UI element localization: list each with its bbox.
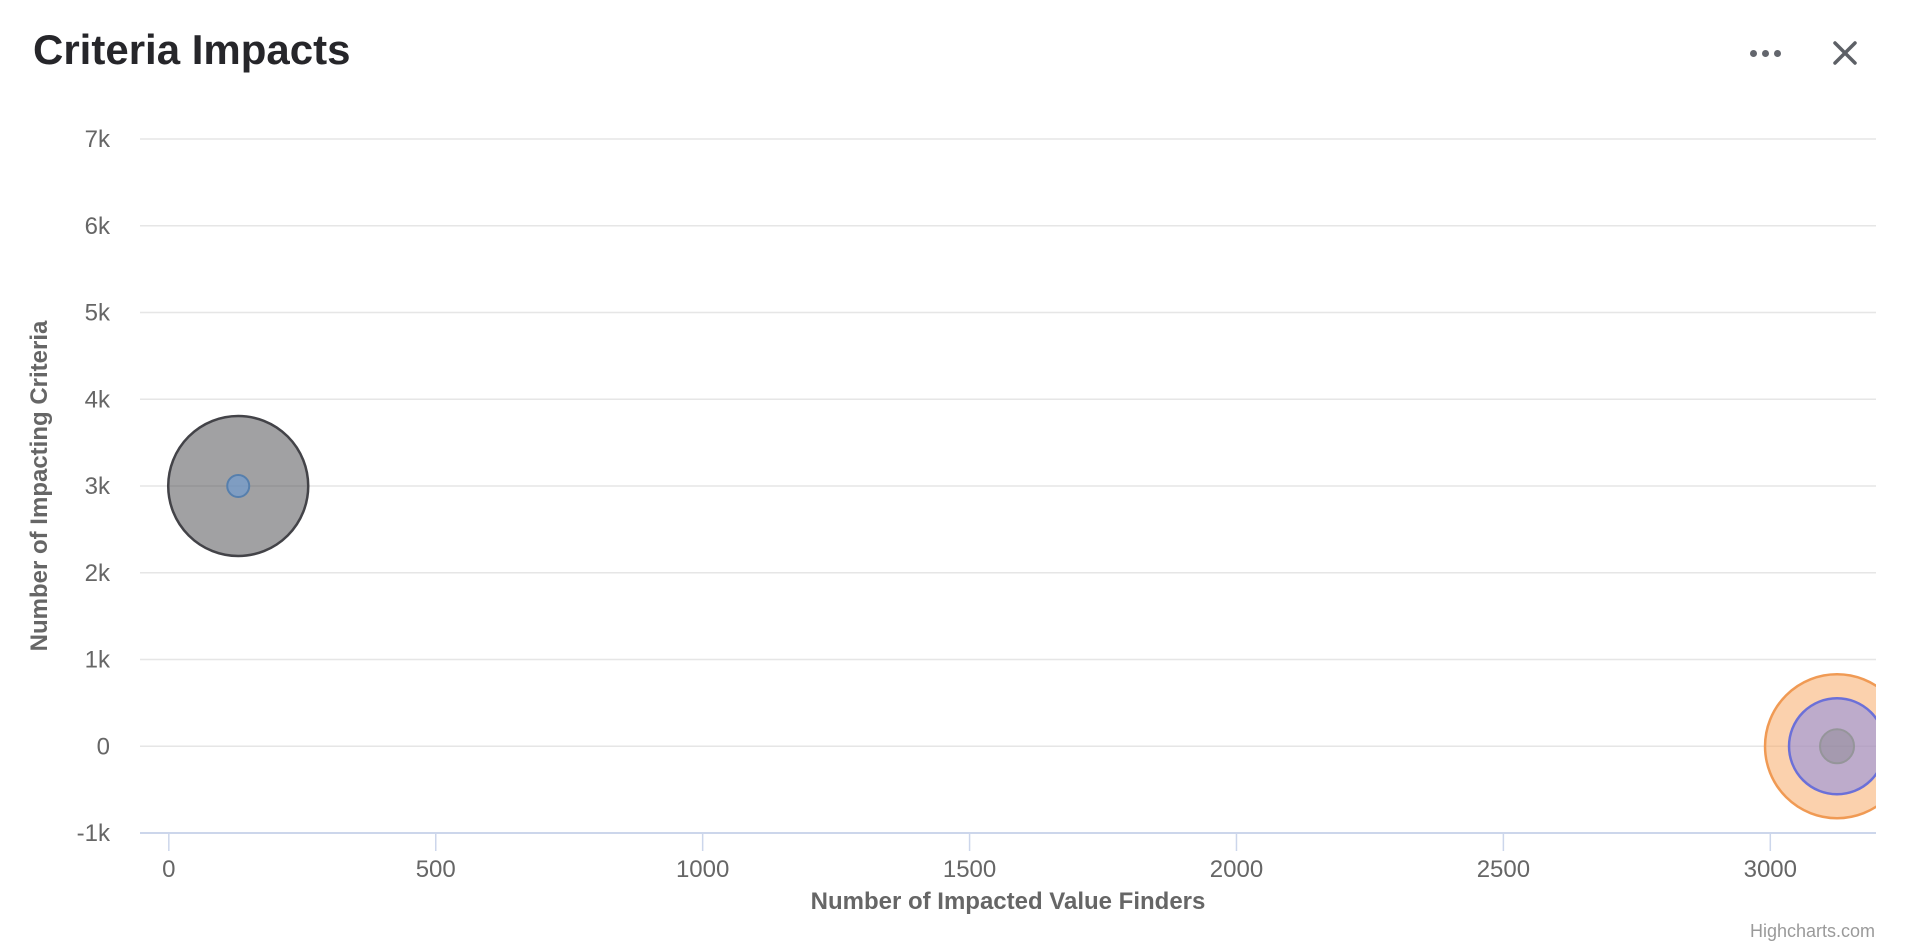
- highcharts-credit-link[interactable]: Highcharts.com: [1749, 921, 1875, 941]
- y-tick-label: 5k: [85, 300, 111, 327]
- bubble-series: [166, 414, 1885, 820]
- y-tick-label: 6k: [85, 213, 111, 240]
- y-tick-label: 3k: [85, 473, 111, 500]
- chart-title: Criteria Impacts: [33, 26, 351, 73]
- ellipsis-icon: [1749, 49, 1781, 57]
- bubble-blue-small[interactable]: [226, 474, 251, 498]
- y-tick-label: 7k: [85, 126, 111, 153]
- close-button[interactable]: [1824, 32, 1866, 74]
- y-tick-label: 4k: [85, 386, 111, 413]
- bubble-purple-medium[interactable]: [1787, 697, 1885, 796]
- x-tick-label: 500: [416, 856, 456, 883]
- x-axis-ticks-labels: 0 500 1000 1500 2000 2500 3000: [162, 833, 1797, 883]
- close-icon: [1833, 41, 1857, 65]
- x-axis-title: Number of Impacted Value Finders: [810, 888, 1206, 915]
- gridlines: [140, 138, 1876, 834]
- x-tick-label: 3000: [1744, 856, 1797, 883]
- y-axis-labels: 7k 6k 5k 4k 3k 2k 1k 0 -1k: [77, 126, 111, 847]
- context-menu-button[interactable]: [1743, 33, 1787, 73]
- bubble-gray-small[interactable]: [1819, 728, 1856, 765]
- x-tick-label: 1500: [943, 856, 996, 883]
- y-tick-label: 0: [97, 733, 110, 760]
- y-tick-label: 1k: [85, 647, 111, 674]
- y-tick-label: 2k: [85, 560, 111, 587]
- x-tick-label: 2000: [1210, 856, 1263, 883]
- x-tick-label: 2500: [1477, 856, 1530, 883]
- x-tick-label: 0: [162, 856, 175, 883]
- x-tick-label: 1000: [676, 856, 729, 883]
- y-axis-title: Number of Impacting Criteria: [26, 320, 53, 652]
- y-tick-label: -1k: [77, 820, 111, 847]
